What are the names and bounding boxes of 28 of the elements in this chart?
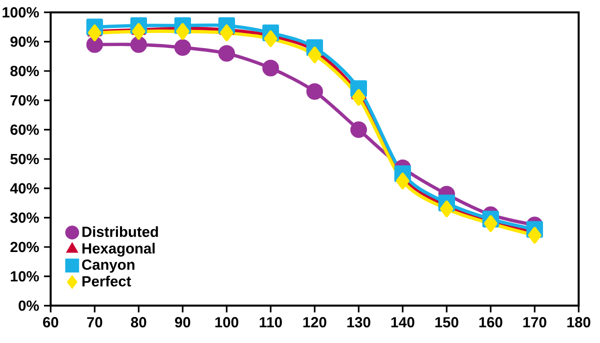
y-tick-label: 70% xyxy=(10,95,39,106)
x-tick-label: 80 xyxy=(130,317,146,328)
x-tick-label: 90 xyxy=(175,317,190,328)
y-tick-label: 60% xyxy=(10,124,39,135)
y-tick-label: 40% xyxy=(10,183,39,194)
y-tick-label: 30% xyxy=(10,212,39,223)
y-tick-label: 90% xyxy=(10,36,39,47)
x-tick-label: 120 xyxy=(303,317,326,328)
x-tick-label: 130 xyxy=(347,317,370,328)
y-tick-label: 20% xyxy=(10,242,39,252)
x-tick-label: 110 xyxy=(260,317,282,328)
legend-label: Perfect xyxy=(82,276,132,286)
x-tick-label: 160 xyxy=(479,317,502,328)
x-tick-label: 60 xyxy=(43,317,58,328)
legend-label: Distributed xyxy=(82,226,158,237)
x-tick-label: 170 xyxy=(523,317,546,328)
x-tick-label: 150 xyxy=(435,317,458,328)
x-tick-label: 140 xyxy=(391,317,414,328)
y-tick-label: 50% xyxy=(10,154,39,164)
y-tick-label: 0% xyxy=(18,300,39,311)
y-tick-label: 10% xyxy=(10,271,39,282)
legend-label: Hexagonal xyxy=(82,242,155,257)
y-tick-label: 80% xyxy=(10,66,39,76)
legend-label: Canyon xyxy=(82,259,134,273)
x-tick-label: 180 xyxy=(567,317,590,328)
x-tick-label: 70 xyxy=(87,317,102,328)
y-tick-label: 100% xyxy=(2,7,39,18)
x-tick-label: 100 xyxy=(215,317,238,328)
